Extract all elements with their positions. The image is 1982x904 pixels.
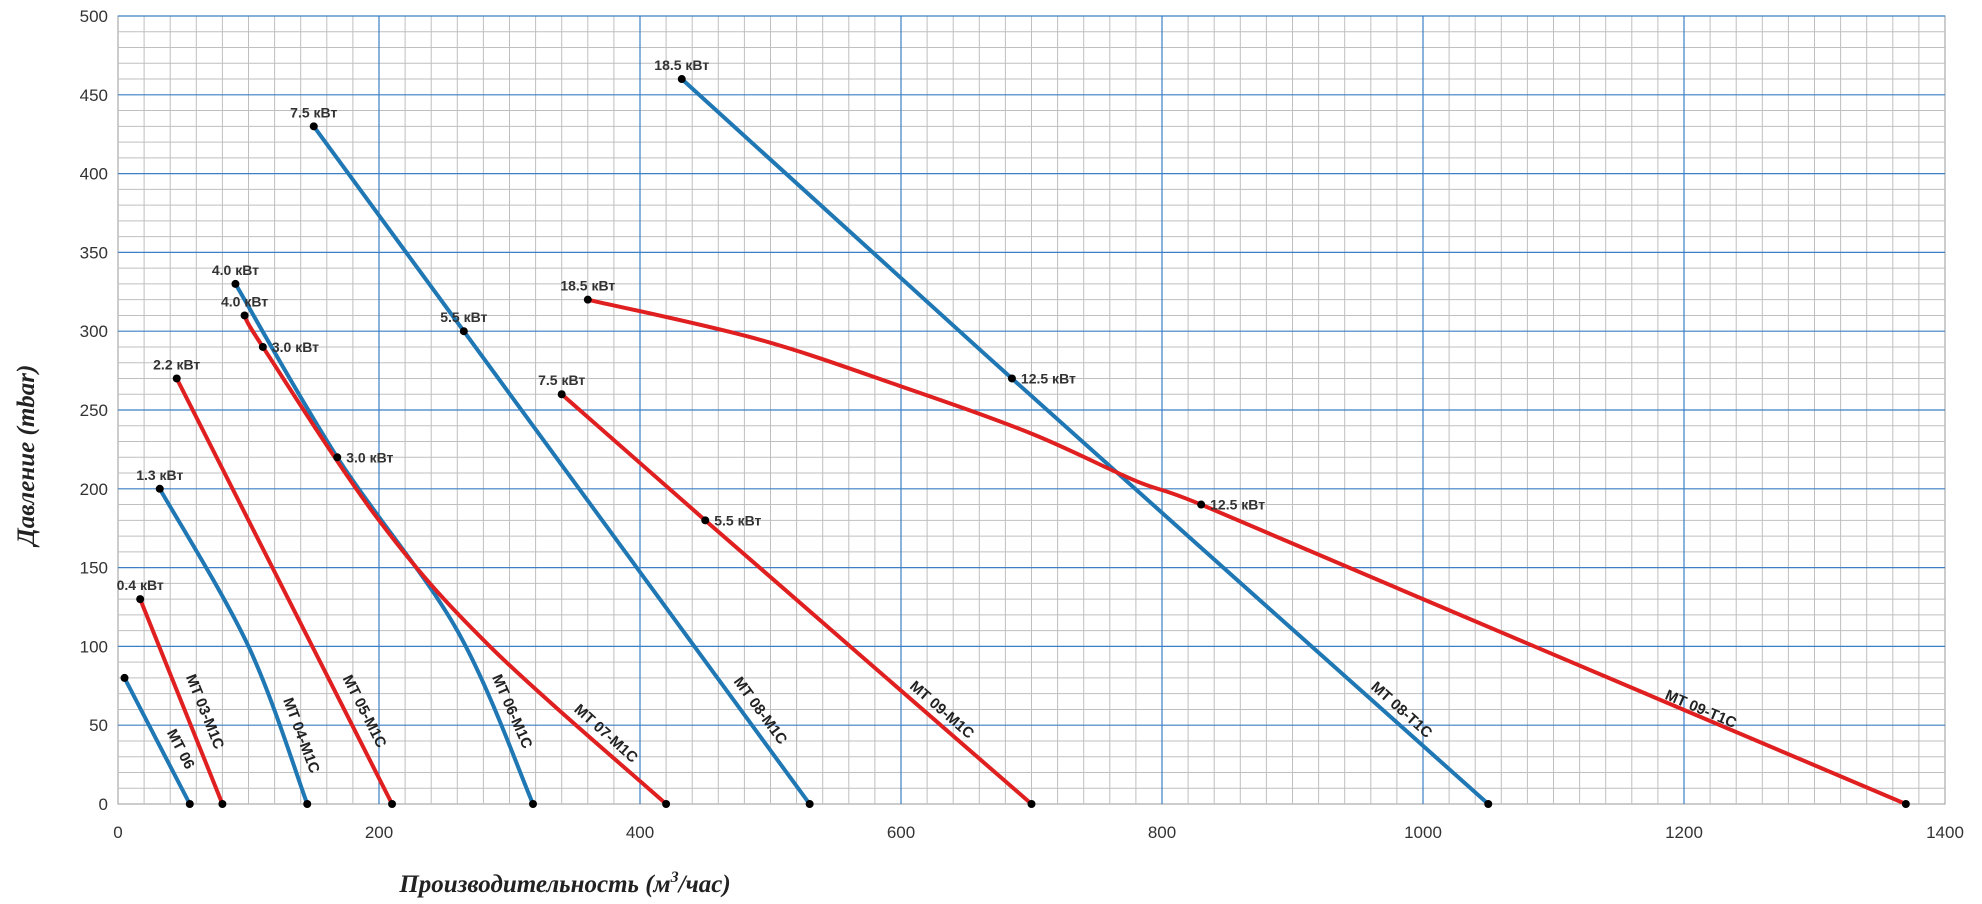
series-line-6	[311, 124, 812, 806]
data-point	[303, 800, 312, 808]
y-tick-label: 50	[89, 716, 108, 735]
data-point	[185, 800, 194, 808]
y-tick-label: 400	[80, 165, 108, 184]
data-point	[528, 800, 537, 808]
y-axis-ticks: 0 50 100 150 200 250 300 350 400 450 500	[80, 7, 108, 814]
data-point	[1007, 374, 1016, 383]
series-line-1	[138, 597, 225, 806]
data-point	[662, 800, 671, 808]
data-point	[218, 800, 227, 808]
x-axis-ticks: 0 200 400 600 800 1000 1200 1400	[113, 823, 1964, 842]
y-tick-label: 0	[99, 795, 108, 814]
power-label: 2.2 кВт	[153, 356, 200, 372]
y-tick-label: 150	[80, 559, 108, 578]
power-label: 18.5 кВт	[654, 57, 709, 73]
y-tick-label: 100	[80, 637, 108, 656]
x-tick-label: 600	[887, 823, 915, 842]
data-point	[155, 484, 164, 493]
power-label: 1.3 кВт	[136, 467, 183, 483]
x-tick-label: 800	[1148, 823, 1176, 842]
series-line-7	[559, 392, 1034, 806]
data-point	[333, 453, 342, 462]
series-line-3	[174, 376, 395, 806]
power-label: 5.5 кВт	[440, 309, 487, 325]
series-line-2	[157, 486, 310, 806]
data-point	[388, 800, 397, 808]
data-point	[1484, 800, 1493, 808]
y-axis-title: Давление (mbar)	[13, 365, 40, 548]
data-point	[805, 800, 814, 808]
y-tick-label: 350	[80, 243, 108, 262]
y-tick-label: 450	[80, 86, 108, 105]
y-tick-label: 200	[80, 480, 108, 499]
y-tick-label: 250	[80, 401, 108, 420]
data-point	[240, 311, 249, 320]
data-point	[557, 390, 566, 399]
major-grid	[118, 15, 1945, 804]
power-label: 3.0 кВт	[346, 449, 393, 465]
x-tick-label: 400	[626, 823, 654, 842]
data-point	[1027, 800, 1036, 808]
data-point	[231, 279, 240, 288]
power-label: 0.4 кВт	[117, 577, 164, 593]
power-label: 4.0 кВт	[221, 293, 268, 309]
data-point	[677, 75, 686, 84]
data-point	[583, 295, 592, 304]
power-label: 7.5 кВт	[290, 104, 337, 120]
x-tick-label: 1400	[1926, 823, 1964, 842]
x-tick-label: 1200	[1665, 823, 1703, 842]
series-line-0	[122, 675, 192, 806]
data-point	[1197, 500, 1206, 509]
y-tick-label: 500	[80, 7, 108, 26]
power-label: 12.5 кВт	[1021, 370, 1076, 386]
power-label: 4.0 кВт	[212, 262, 259, 278]
data-point	[172, 374, 181, 383]
data-point	[1901, 800, 1910, 808]
data-point	[258, 342, 267, 351]
marker-layer: 0.4 кВт 1.3 кВт 2.2 кВт 4.0 кВт 3.0 кВт 4.0 к…	[117, 57, 1910, 808]
power-label: 12.5 кВт	[1210, 497, 1265, 513]
data-point	[701, 516, 710, 525]
data-point	[136, 595, 145, 604]
x-tick-label: 200	[365, 823, 393, 842]
x-tick-label: 1000	[1404, 823, 1442, 842]
data-point	[120, 673, 129, 682]
series-line-9	[585, 297, 1908, 806]
power-label: 3.0 кВт	[272, 339, 319, 355]
power-label: 7.5 кВт	[538, 372, 585, 388]
series-line-8	[679, 77, 1491, 806]
power-label: 18.5 кВт	[560, 278, 615, 294]
x-axis-title: Производительность (м3/час)	[398, 869, 730, 898]
x-tick-label: 0	[113, 823, 122, 842]
power-label: 5.5 кВт	[714, 512, 761, 528]
data-point	[309, 122, 318, 131]
y-tick-label: 300	[80, 322, 108, 341]
data-point	[459, 327, 468, 336]
